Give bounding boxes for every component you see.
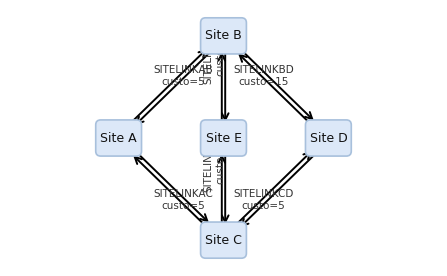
Text: Site D: Site D — [309, 131, 347, 145]
Text: Site C: Site C — [205, 233, 242, 247]
Text: Site B: Site B — [205, 29, 242, 43]
Text: Site E: Site E — [206, 131, 241, 145]
Text: SITELINKAC
custo=5: SITELINKAC custo=5 — [153, 189, 213, 211]
FancyBboxPatch shape — [305, 120, 351, 156]
FancyBboxPatch shape — [201, 222, 246, 258]
FancyBboxPatch shape — [201, 120, 246, 156]
FancyBboxPatch shape — [96, 120, 142, 156]
Text: SITELINKCE
custo=5: SITELINKCE custo=5 — [203, 133, 226, 192]
Text: SITELINKCD
custo=5: SITELINKCD custo=5 — [233, 189, 294, 211]
Text: SITELINKAB
custo=5: SITELINKAB custo=5 — [153, 65, 213, 87]
Text: Site A: Site A — [100, 131, 137, 145]
Text: SITELINKBE
custo=5: SITELINKBE custo=5 — [203, 25, 226, 84]
Text: SITELINKBD
custo=15: SITELINKBD custo=15 — [233, 65, 294, 87]
FancyBboxPatch shape — [201, 18, 246, 54]
